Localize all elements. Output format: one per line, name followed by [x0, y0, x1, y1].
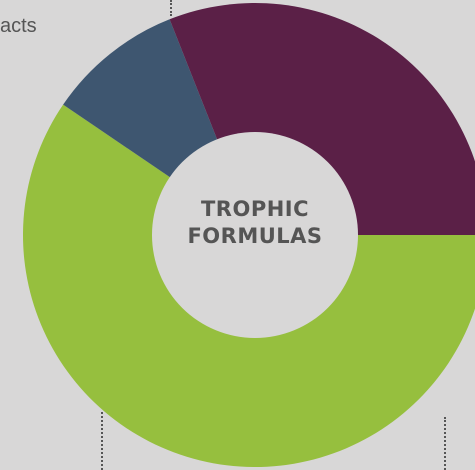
partial-label-acts: acts: [0, 15, 37, 37]
leader-line-bottom-left: [101, 412, 103, 470]
chart-title-line-1: TROPHIC: [200, 197, 310, 221]
chart-title-line-2: FORMULAS: [187, 224, 323, 248]
donut-hole: [152, 132, 358, 338]
chart-title: TROPHIC FORMULAS: [150, 196, 360, 250]
leader-line-top: [170, 0, 172, 16]
leader-line-bottom-right: [444, 417, 446, 470]
